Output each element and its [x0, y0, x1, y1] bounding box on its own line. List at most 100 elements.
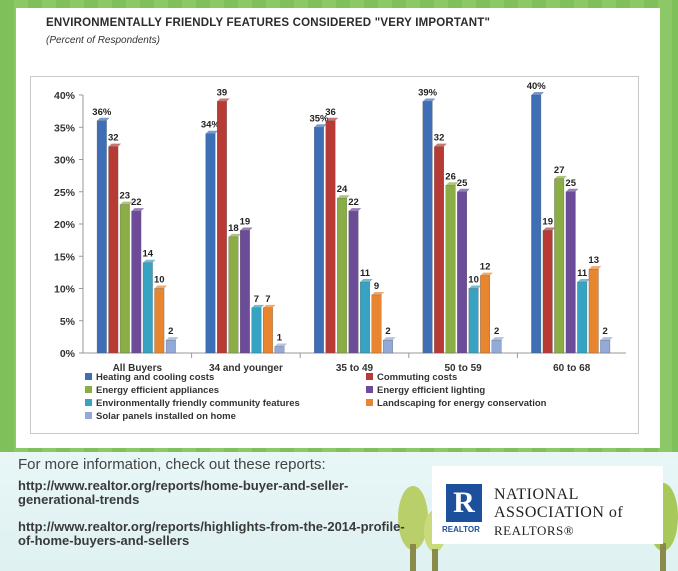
bar-top — [422, 98, 436, 102]
bar-top — [228, 233, 242, 237]
data-label: 14 — [143, 249, 154, 260]
data-label: 2 — [168, 326, 173, 337]
bar-top — [251, 304, 265, 308]
more-info-text: For more information, check out these re… — [18, 456, 326, 473]
bar — [251, 307, 262, 354]
data-label: 22 — [348, 197, 359, 208]
bar-top — [565, 188, 579, 192]
bar — [262, 307, 273, 354]
bar-top — [108, 143, 122, 147]
data-label: 25 — [457, 178, 468, 189]
bar-top — [120, 201, 133, 205]
data-label: 34% — [201, 120, 221, 131]
bar-top — [143, 259, 156, 263]
bar — [108, 146, 119, 354]
y-tick-label: 0% — [60, 348, 76, 360]
bar-chart: 0% 5% 10% 15% 20% 25% 30% 35% 40% All Buyers 36% 32… — [54, 81, 626, 422]
y-tick-label: 5% — [60, 316, 76, 328]
bar — [371, 294, 382, 354]
data-label: 18 — [228, 223, 239, 234]
bar — [480, 275, 491, 354]
bar — [165, 339, 176, 354]
nar-name-line-3: REALTORS® — [494, 523, 575, 538]
bar-top — [274, 343, 288, 347]
y-tick-label: 20% — [54, 219, 76, 231]
bar — [588, 268, 599, 354]
bar — [142, 262, 153, 354]
legend-label: Environmentally friendly community featu… — [96, 398, 300, 409]
legend-swatch — [85, 386, 92, 393]
data-label: 40% — [527, 81, 547, 92]
bar-top — [240, 227, 253, 231]
bar — [360, 281, 370, 354]
bar — [239, 230, 250, 354]
y-tick-label: 30% — [54, 155, 76, 167]
bar — [542, 230, 553, 354]
data-label: 10 — [154, 275, 165, 286]
legend-label: Commuting costs — [377, 372, 457, 383]
nar-name-line-2: ASSOCIATION of — [494, 504, 624, 521]
bar — [205, 133, 216, 354]
report-link-generational-trends[interactable]: http://www.realtor.org/reports/home-buye… — [18, 478, 349, 507]
data-label: 19 — [542, 216, 553, 227]
chart-frame: 0% 5% 10% 15% 20% 25% 30% 35% 40% All Buyers 36% 32… — [30, 76, 639, 434]
y-tick-label: 10% — [54, 284, 76, 296]
bar-top — [348, 208, 362, 212]
data-label: 10 — [468, 275, 479, 286]
data-label: 19 — [240, 216, 251, 227]
bar — [119, 204, 130, 354]
data-label: 24 — [337, 184, 348, 195]
bar — [600, 339, 611, 354]
legend-swatch — [366, 399, 373, 406]
data-label: 25 — [565, 178, 576, 189]
bar-top — [337, 195, 350, 199]
bar-top — [531, 92, 544, 95]
legend-swatch — [85, 412, 92, 419]
y-tick-label: 40% — [54, 90, 76, 102]
x-tick-label: 60 to 68 — [553, 363, 591, 374]
bar — [468, 288, 479, 354]
bar-top — [554, 175, 567, 179]
bar — [457, 191, 468, 354]
data-label: 12 — [480, 262, 491, 273]
bar-top — [263, 304, 276, 308]
legend-swatch — [366, 373, 373, 380]
bar — [491, 339, 502, 354]
data-label: 2 — [385, 326, 390, 337]
data-label: 32 — [108, 133, 119, 144]
bar — [274, 346, 285, 354]
realtor-logo-caption: REALTOR — [442, 525, 480, 534]
bar-top — [491, 337, 505, 341]
bar-top — [131, 208, 145, 212]
data-label: 26 — [445, 171, 456, 182]
bar-top — [588, 266, 602, 270]
chart-subtitle: (Percent of Respondents) — [46, 35, 160, 46]
y-tick-label: 35% — [54, 122, 76, 134]
data-label: 39% — [418, 87, 438, 98]
legend-swatch — [85, 373, 92, 380]
bar — [216, 101, 227, 354]
x-tick-label: 50 to 59 — [444, 363, 482, 374]
y-tick-label: 25% — [54, 187, 76, 199]
x-tick-label: 34 and younger — [209, 363, 283, 374]
legend-label: Heating and cooling costs — [96, 372, 214, 383]
x-tick-label: All Buyers — [113, 363, 163, 374]
chart-title: ENVIRONMENTALLY FRIENDLY FEATURES CONSID… — [46, 17, 491, 29]
bar — [445, 185, 456, 354]
bar — [314, 127, 324, 354]
bar-top — [383, 337, 396, 341]
realtor-logo-icon: R — [446, 484, 482, 522]
legend-label: Solar panels installed on home — [96, 411, 236, 422]
realtor-logo-mark: R — [453, 486, 475, 519]
report-link-profile-highlights[interactable]: http://www.realtor.org/reports/highlight… — [18, 519, 405, 548]
bar-top — [542, 227, 556, 231]
x-tick-label: 35 to 49 — [336, 363, 374, 374]
data-label: 11 — [577, 268, 588, 279]
data-label: 36 — [325, 107, 336, 118]
nar-logo-box: R REALTOR NATIONAL ASSOCIATION of REALTO… — [432, 466, 663, 544]
legend-label: Energy efficient lighting — [377, 385, 485, 396]
data-label: 32 — [434, 133, 445, 144]
bar-top — [205, 130, 219, 134]
bar-top — [577, 279, 590, 283]
bar — [96, 120, 107, 354]
